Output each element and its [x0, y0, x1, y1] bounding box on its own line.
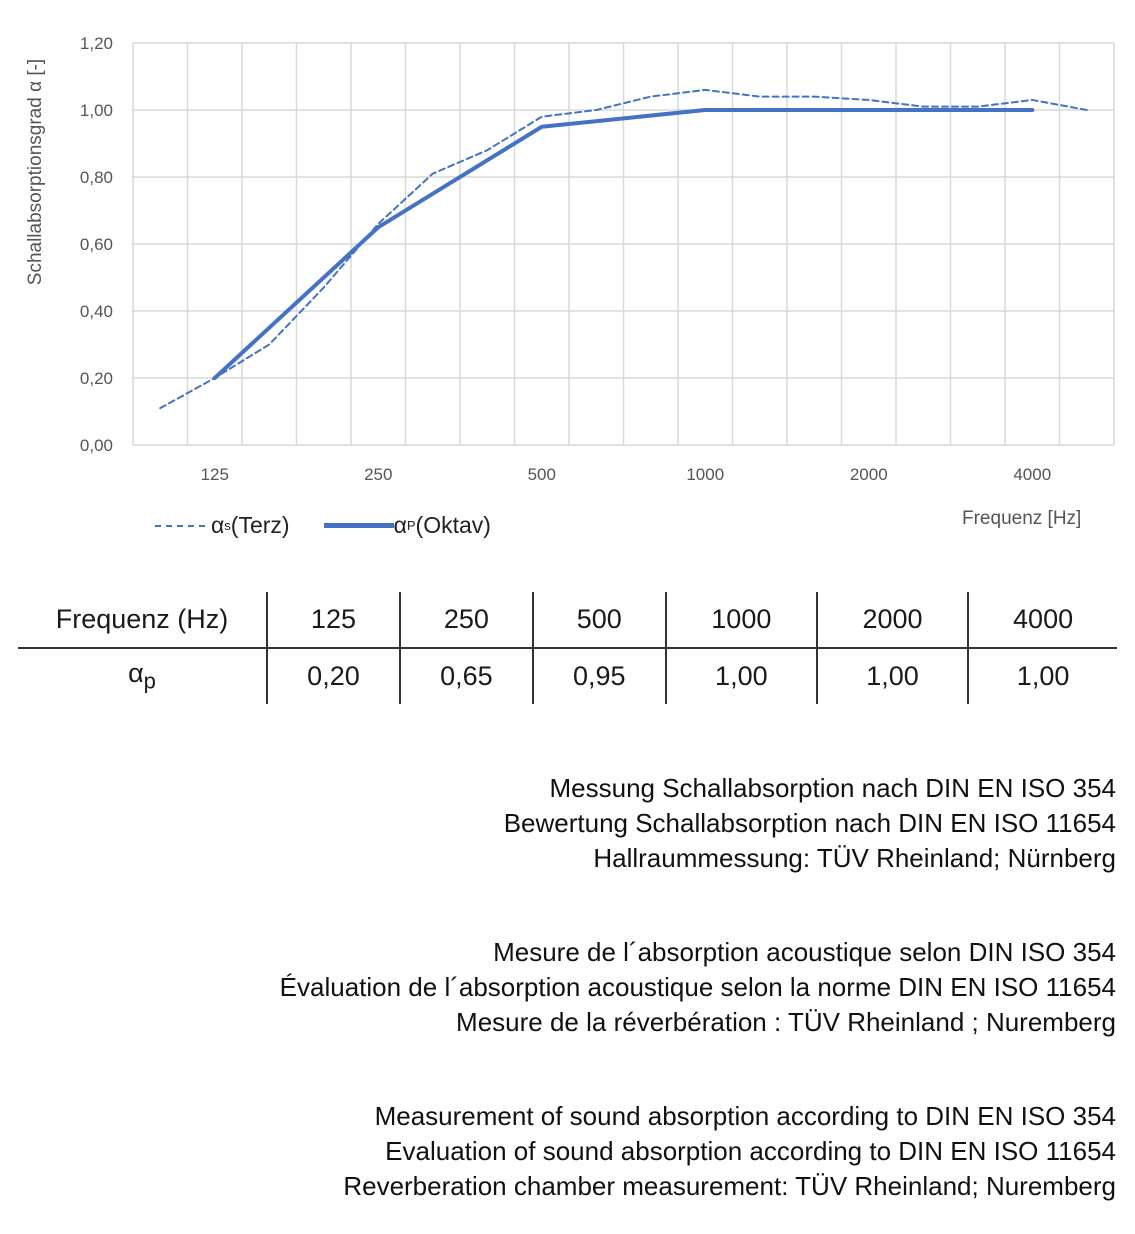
table-header-cell: Frequenz (Hz): [18, 592, 267, 649]
y-tick-label: 1,20: [80, 34, 113, 53]
series-line-oktav: [212, 108, 1035, 380]
y-axis-title: Schallabsorptionsgrad α [-]: [25, 58, 46, 286]
table-header-row: Frequenz (Hz) 125 250 500 1000 2000 4000: [18, 592, 1117, 649]
absorption-chart: 0,00 0,20 0,40 0,60 0,80 1,00 1,20 125 250 500 100…: [80, 34, 1115, 484]
y-tick-label: 0,80: [80, 168, 113, 187]
table-cell: 1,00: [967, 648, 1117, 704]
notes-french: Mesure de l´absorption acoustique selon …: [279, 937, 1116, 1037]
dashed-line-swatch: [155, 524, 205, 527]
table-cell: 1,00: [815, 648, 969, 704]
x-tick-label: 2000: [850, 465, 888, 484]
y-tick-label: 0,00: [80, 436, 113, 455]
table-cell: 0,95: [531, 648, 666, 704]
x-tick-label: 4000: [1013, 465, 1051, 484]
solid-line-swatch: [323, 523, 394, 528]
y-tick-label: 1,00: [80, 101, 113, 120]
table-cell: 0,65: [398, 648, 533, 704]
x-tick-label: 1000: [686, 465, 724, 484]
notes-german: Messung Schallabsorption nach DIN EN ISO…: [503, 773, 1116, 873]
table-header-cell: 250: [398, 592, 533, 649]
x-tick-label: 250: [364, 465, 392, 484]
table-row: αp 0,20 0,65 0,95 1,00 1,00 1,00: [18, 648, 1117, 704]
table-header-cell: 500: [531, 592, 666, 649]
series-line-terz: [159, 88, 1088, 410]
table-cell: 1,00: [664, 648, 817, 704]
table-header-cell: 4000: [967, 592, 1117, 649]
y-tick-label: 0,60: [80, 235, 113, 254]
table-header-cell: 2000: [815, 592, 969, 649]
table-header-cell: 1000: [664, 592, 817, 649]
table-header-cell: 125: [266, 592, 400, 649]
x-tick-label: 500: [528, 465, 556, 484]
x-tick-label: 125: [201, 465, 229, 484]
y-tick-label: 0,20: [80, 369, 113, 388]
notes-english: Measurement of sound absorption accordin…: [343, 1101, 1116, 1201]
row-label: αp: [128, 658, 156, 694]
absorption-table: Frequenz (Hz) 125 250 500 1000 2000 4000…: [18, 592, 1117, 704]
x-axis-title: Frequenz [Hz]: [962, 508, 1082, 529]
table-cell: 0,20: [266, 648, 400, 704]
y-tick-label: 0,40: [80, 302, 113, 321]
